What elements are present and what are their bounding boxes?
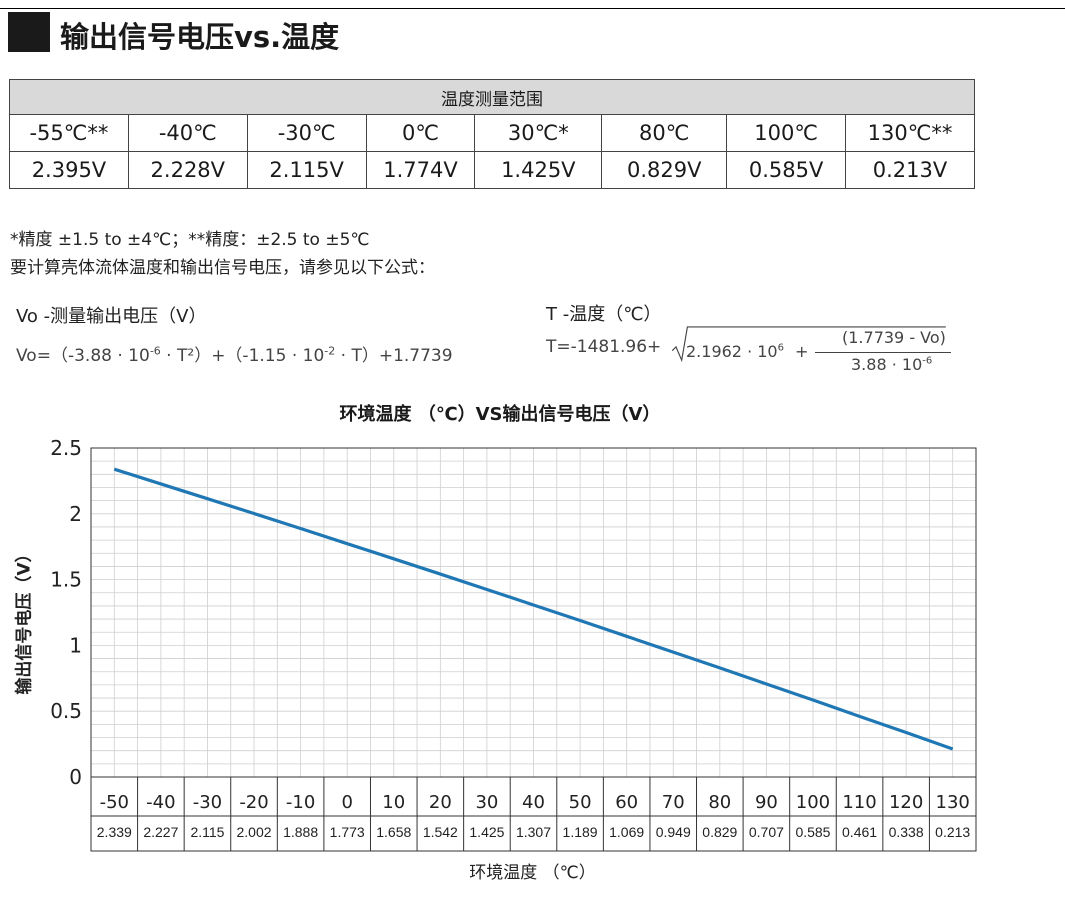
fraction-numerator: (1.7739 - Vo) xyxy=(842,328,946,347)
data-value-label: 2.339 xyxy=(97,824,132,840)
data-value-label: 1.069 xyxy=(609,824,644,840)
data-value-label: 2.227 xyxy=(143,824,178,840)
data-value-label: 1.542 xyxy=(423,824,458,840)
data-value-label: 0.213 xyxy=(935,824,970,840)
data-value-label: 2.002 xyxy=(237,824,272,840)
temperature-formula-lhs: T=-1481.96+ xyxy=(546,337,662,357)
x-tick-label: -40 xyxy=(146,792,175,813)
fraction-bar xyxy=(815,352,951,353)
radicand-term-exp: 6 xyxy=(777,342,784,354)
data-value-label: 1.658 xyxy=(376,824,411,840)
data-value-label: 0.338 xyxy=(889,824,924,840)
radicand-term-base: 2.1962 · 10 xyxy=(686,342,778,361)
range-volt-cell: 0.585V xyxy=(726,151,847,189)
x-tick-label: 0 xyxy=(341,792,352,813)
data-value-label: 1.773 xyxy=(330,824,365,840)
data-value-label: 1.307 xyxy=(516,824,551,840)
y-tick-label: 0.5 xyxy=(50,699,82,723)
x-tick-label: 10 xyxy=(382,792,405,813)
accuracy-note: *精度 ±1.5 to ±4℃；**精度：±2.5 to ±5℃ xyxy=(10,230,370,250)
range-temp-cell: 80℃ xyxy=(601,114,728,152)
voltage-formula-exp1: -6 xyxy=(149,344,161,358)
data-value-label: 0.461 xyxy=(842,824,877,840)
chart-title: 环境温度 （℃）VS输出信号电压（V） xyxy=(339,404,661,425)
y-tick-label: 0 xyxy=(69,765,82,789)
header-rule xyxy=(0,8,1065,9)
x-tick-label: -30 xyxy=(193,792,222,813)
data-value-label: 1.189 xyxy=(563,824,598,840)
x-tick-label: 130 xyxy=(936,792,970,813)
range-temp-cell: -30℃ xyxy=(246,114,367,152)
x-tick-label: 70 xyxy=(662,792,685,813)
data-value-label: 1.888 xyxy=(283,824,318,840)
x-tick-label: 60 xyxy=(615,792,638,813)
x-tick-label: -50 xyxy=(100,792,129,813)
fraction-denominator-exp: -6 xyxy=(922,355,933,367)
x-tick-label: 40 xyxy=(522,792,545,813)
header-block xyxy=(8,12,50,52)
x-axis-label: 环境温度 （℃） xyxy=(469,863,596,883)
range-volt-cell: 1.425V xyxy=(474,151,603,189)
range-temp-cell: -55℃** xyxy=(9,114,129,152)
chart-frame xyxy=(90,447,977,852)
x-tick-label: 100 xyxy=(796,792,830,813)
data-value-label: 2.115 xyxy=(190,824,224,840)
radicand-plus: + xyxy=(795,342,809,361)
range-volt-cell: 1.774V xyxy=(365,151,476,189)
voltage-formula-exp2: -2 xyxy=(324,344,336,358)
range-volt-cell: 2.228V xyxy=(127,151,248,189)
x-tick-label: 20 xyxy=(429,792,452,813)
range-temp-cell: 30℃* xyxy=(474,114,603,152)
voltage-formula-part2: · T²）+（-1.15 · 10 xyxy=(160,346,325,366)
x-tick-label: 90 xyxy=(755,792,778,813)
range-volt-cell: 0.829V xyxy=(601,151,728,189)
y-tick-label: 2.5 xyxy=(50,436,82,460)
x-tick-label: 30 xyxy=(475,792,498,813)
x-tick-label: -20 xyxy=(239,792,268,813)
data-value-label: 0.949 xyxy=(656,824,691,840)
range-volt-cell: 2.115V xyxy=(246,151,367,189)
y-tick-label: 1 xyxy=(69,633,82,657)
y-tick-label: 2 xyxy=(69,502,82,526)
fraction-denominator-base: 3.88 · 10 xyxy=(851,355,923,374)
x-tick-label: 50 xyxy=(569,792,592,813)
square-root-sign xyxy=(671,326,946,363)
data-value-label: 1.425 xyxy=(469,824,504,840)
fraction-denominator: 3.88 · 10-6 xyxy=(851,355,932,374)
data-value-label: 0.585 xyxy=(795,824,830,840)
series-line xyxy=(113,467,954,751)
x-tick-label: -10 xyxy=(286,792,315,813)
temperature-range-table: 温度测量范围 -55℃** -40℃ -30℃ 0℃ 30℃* 80℃ 100℃… xyxy=(9,79,975,189)
y-tick-label: 1.5 xyxy=(50,568,82,592)
x-tick-label: 120 xyxy=(889,792,923,813)
voltage-formula-part3: · T）+1.7739 xyxy=(335,346,453,366)
voltage-formula: Vo=（-3.88 · 10-6 · T²）+（-1.15 · 10-2 · T… xyxy=(16,341,453,366)
instruction-note: 要计算壳体流体温度和输出信号电压，请参见以下公式： xyxy=(10,258,435,278)
data-value-label: 0.829 xyxy=(702,824,737,840)
radicand-term: 2.1962 · 106 xyxy=(686,342,784,361)
temperature-formula-label: T -温度（℃） xyxy=(546,304,662,325)
x-tick-label: 80 xyxy=(708,792,731,813)
range-temp-cell: -40℃ xyxy=(127,114,248,152)
voltage-formula-part1: （-3.88 · 10 xyxy=(50,346,150,366)
data-value-label: 0.707 xyxy=(749,824,784,840)
page-title: 输出信号电压vs.温度 xyxy=(60,20,340,54)
range-temp-cell: 130℃** xyxy=(845,114,975,152)
range-volt-cell: 0.213V xyxy=(845,151,975,189)
voltage-formula-lhs: Vo= xyxy=(16,346,51,366)
voltage-formula-label: Vo -测量输出电压（V） xyxy=(16,306,207,327)
x-tick-label: 110 xyxy=(842,792,876,813)
